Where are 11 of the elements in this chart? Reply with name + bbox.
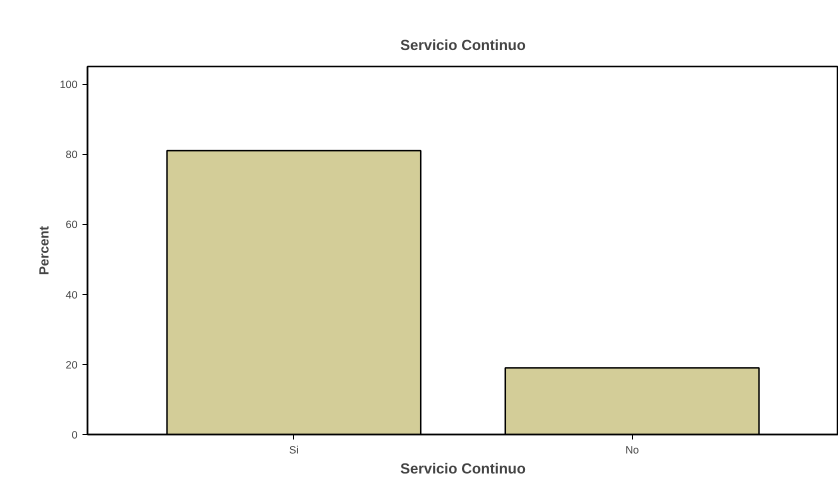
y-tick-label: 60 [66,219,78,232]
y-axis-title: Percent [36,225,52,275]
y-tick-label: 100 [60,79,78,92]
y-tick-label: 0 [72,430,78,442]
chart-title: Servicio Continuo [400,38,526,54]
x-tick-label: Si [289,444,299,456]
x-tick-label: No [625,444,640,456]
y-tick-label: 20 [66,359,78,372]
y-tick-label: 40 [66,289,78,302]
x-axis-title: Servicio Continuo [400,462,526,478]
y-tick-label: 80 [66,149,78,162]
